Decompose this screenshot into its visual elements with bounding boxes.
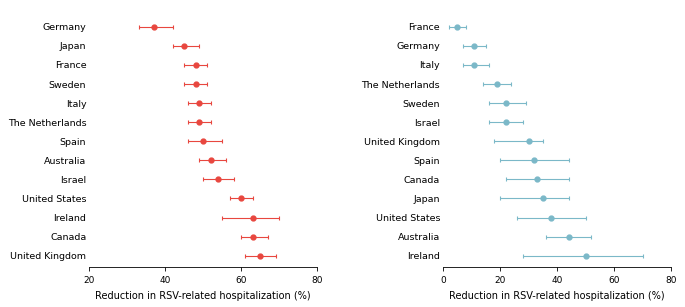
- X-axis label: Reduction in RSV-related hospitalization (%): Reduction in RSV-related hospitalization…: [449, 291, 665, 301]
- Text: b: b: [429, 0, 438, 3]
- X-axis label: Reduction in RSV-related hospitalization (%): Reduction in RSV-related hospitalization…: [95, 291, 311, 301]
- Text: a: a: [76, 0, 84, 3]
